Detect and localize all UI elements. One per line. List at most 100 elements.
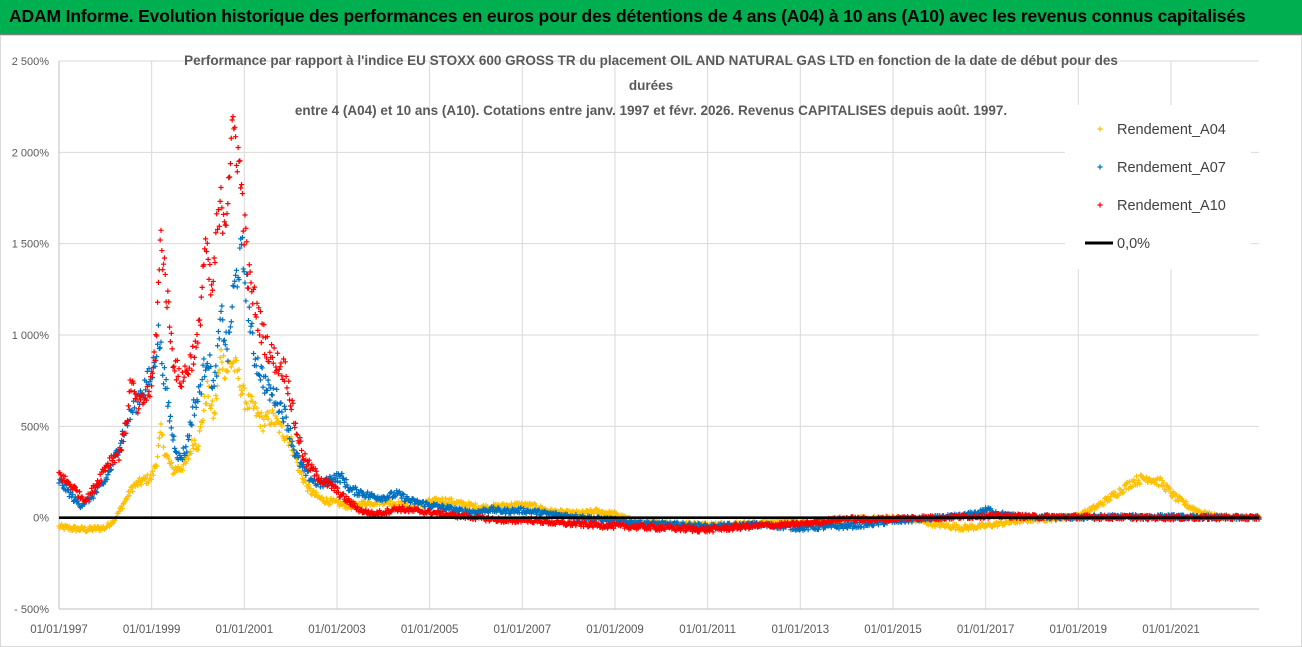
performance-chart: 2 500% 2 000% 1 500% 1 000% 500% 0% - 500% 01/… <box>12 53 1262 636</box>
y-tick-label: - 500% <box>14 604 49 616</box>
x-tick-label: 01/01/2011 <box>679 624 736 636</box>
data-point-a10 <box>147 393 153 400</box>
data-point-a07 <box>208 384 215 390</box>
data-point-a04 <box>197 424 204 430</box>
data-point-a04 <box>148 476 155 483</box>
data-point-a10 <box>234 169 240 175</box>
data-point-a07 <box>192 400 198 406</box>
data-point-a10 <box>670 524 677 530</box>
data-point-a07 <box>173 449 180 455</box>
data-point-a04 <box>599 509 606 515</box>
data-point-a07 <box>333 475 339 481</box>
data-point-a04 <box>1095 504 1101 510</box>
x-tick-label: 01/01/2003 <box>308 624 366 636</box>
data-point-a07 <box>400 492 407 498</box>
data-point-a04 <box>217 354 223 361</box>
data-point-a04 <box>244 401 250 407</box>
data-point-a10 <box>164 304 170 311</box>
data-point-a04 <box>208 402 215 408</box>
data-point-a10 <box>289 397 295 404</box>
data-point-a04 <box>210 415 216 421</box>
data-point-a04 <box>179 467 186 474</box>
data-point-a04 <box>980 521 986 527</box>
data-point-a07 <box>262 390 268 396</box>
data-point-a04 <box>1120 490 1126 496</box>
data-point-a10 <box>148 374 154 380</box>
data-point-a10 <box>415 506 421 512</box>
data-point-a04 <box>532 502 539 508</box>
data-point-a10 <box>257 308 264 315</box>
data-point-a10 <box>114 452 120 458</box>
data-point-a07 <box>718 521 724 527</box>
data-point-a10 <box>149 370 156 376</box>
data-point-a10 <box>261 322 267 328</box>
data-point-a07 <box>166 399 172 406</box>
data-point-a10 <box>86 497 92 503</box>
data-point-a10 <box>280 356 287 362</box>
data-point-a04 <box>1107 497 1113 503</box>
data-point-a07 <box>186 433 192 439</box>
data-point-a04 <box>265 416 271 422</box>
data-point-a10 <box>306 457 312 463</box>
data-point-a07 <box>287 425 294 432</box>
data-point-a04 <box>388 498 394 504</box>
data-point-a10 <box>266 359 272 365</box>
data-point-a07 <box>184 449 190 455</box>
data-point-a04 <box>201 407 207 414</box>
data-point-a07 <box>159 360 165 367</box>
data-point-a07 <box>227 324 234 330</box>
data-point-a04 <box>158 421 164 427</box>
data-point-a10 <box>290 400 296 406</box>
data-point-a04 <box>1180 498 1186 504</box>
data-point-a07 <box>239 234 246 241</box>
data-point-a10 <box>73 487 79 493</box>
data-point-a04 <box>194 446 200 452</box>
data-point-a07 <box>280 415 286 421</box>
data-point-a10 <box>219 205 225 211</box>
data-point-a07 <box>60 485 66 491</box>
data-point-a04 <box>103 524 109 531</box>
data-point-a04 <box>239 391 246 397</box>
x-tick-label: 01/01/2005 <box>401 624 459 636</box>
series-rendement-a04 <box>56 347 1262 535</box>
data-point-a10 <box>159 247 165 254</box>
data-point-a04 <box>156 435 162 441</box>
data-point-a07 <box>216 336 222 342</box>
data-point-a10 <box>118 446 124 453</box>
y-tick-label: 2 000% <box>12 147 50 159</box>
data-point-a07 <box>257 377 264 383</box>
data-point-a07 <box>843 521 849 527</box>
data-point-a10 <box>255 327 261 333</box>
data-point-a07 <box>210 377 216 384</box>
data-point-a07 <box>339 470 345 477</box>
data-point-a07 <box>420 498 426 505</box>
data-point-a04 <box>269 407 276 413</box>
data-point-a04 <box>136 475 143 481</box>
data-point-a07 <box>270 385 276 391</box>
data-point-a04 <box>167 460 174 467</box>
data-point-a07 <box>249 320 255 327</box>
data-point-a04 <box>166 456 172 462</box>
data-point-a10 <box>298 438 304 444</box>
data-point-a07 <box>226 329 233 335</box>
data-point-a10 <box>292 424 298 431</box>
data-point-a10 <box>254 300 260 306</box>
data-point-a10 <box>93 484 99 490</box>
data-point-a10 <box>286 378 292 384</box>
data-point-a04 <box>1152 477 1158 484</box>
x-tick-label: 01/01/2001 <box>216 624 274 636</box>
data-point-a04 <box>150 472 156 478</box>
data-point-a04 <box>276 429 282 435</box>
data-point-a07 <box>252 356 258 362</box>
data-point-a10 <box>158 227 164 233</box>
data-point-a04 <box>220 353 227 359</box>
data-point-a04 <box>260 428 266 434</box>
data-point-a07 <box>131 405 138 411</box>
data-point-a10 <box>198 294 204 300</box>
data-point-a04 <box>246 405 252 411</box>
data-point-a04 <box>120 501 126 507</box>
data-point-a07 <box>146 366 152 372</box>
data-point-a07 <box>160 372 166 378</box>
legend: Rendement_A04 Rendement_A07 Rendement_A10 0… <box>1065 105 1251 269</box>
data-point-a04 <box>270 410 276 416</box>
